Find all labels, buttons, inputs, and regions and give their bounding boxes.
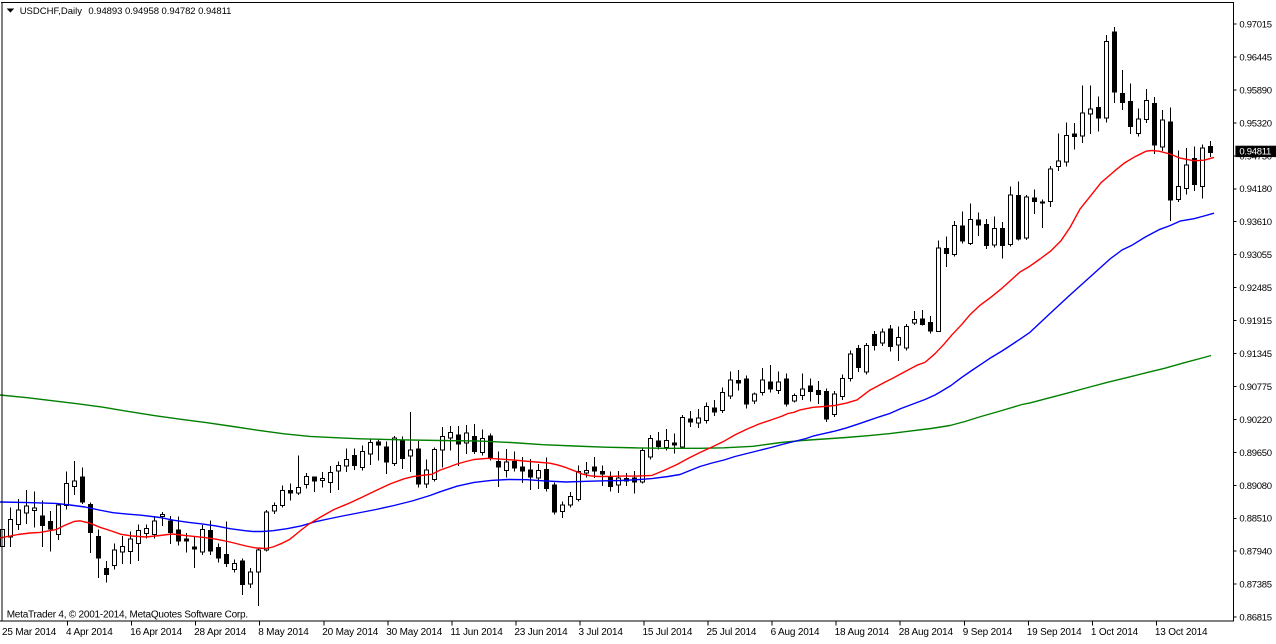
svg-text:3 Jul 2014: 3 Jul 2014 bbox=[578, 627, 623, 638]
svg-text:MetaTrader 4, © 2001-2014, Met: MetaTrader 4, © 2001-2014, MetaQuotes So… bbox=[7, 610, 248, 621]
svg-text:0.90220: 0.90220 bbox=[1239, 415, 1271, 426]
svg-text:0.89080: 0.89080 bbox=[1239, 481, 1271, 492]
svg-text:19 Sep 2014: 19 Sep 2014 bbox=[1027, 627, 1082, 638]
svg-text:0.87385: 0.87385 bbox=[1239, 580, 1271, 591]
svg-text:28 Aug 2014: 28 Aug 2014 bbox=[899, 627, 954, 638]
svg-text:28 Apr 2014: 28 Apr 2014 bbox=[194, 627, 247, 638]
svg-text:8 May 2014: 8 May 2014 bbox=[258, 627, 309, 638]
svg-text:20 May 2014: 20 May 2014 bbox=[322, 627, 378, 638]
svg-text:25 Jul 2014: 25 Jul 2014 bbox=[707, 627, 757, 638]
svg-text:0.94811: 0.94811 bbox=[1239, 147, 1271, 158]
svg-text:15 Jul 2014: 15 Jul 2014 bbox=[643, 627, 693, 638]
svg-text:0.88510: 0.88510 bbox=[1239, 514, 1271, 525]
svg-text:0.93055: 0.93055 bbox=[1239, 250, 1271, 261]
svg-text:9 Sep 2014: 9 Sep 2014 bbox=[963, 627, 1013, 638]
svg-text:18 Aug 2014: 18 Aug 2014 bbox=[835, 627, 890, 638]
svg-text:6 Aug 2014: 6 Aug 2014 bbox=[771, 627, 820, 638]
svg-text:0.91915: 0.91915 bbox=[1239, 316, 1271, 327]
svg-text:16 Apr 2014: 16 Apr 2014 bbox=[130, 627, 183, 638]
svg-text:30 May 2014: 30 May 2014 bbox=[386, 627, 442, 638]
svg-text:0.93610: 0.93610 bbox=[1239, 217, 1271, 228]
svg-text:0.95320: 0.95320 bbox=[1239, 118, 1271, 129]
svg-text:0.90775: 0.90775 bbox=[1239, 382, 1271, 393]
svg-text:USDCHF,Daily: USDCHF,Daily bbox=[20, 6, 83, 17]
svg-text:11 Jun 2014: 11 Jun 2014 bbox=[450, 627, 503, 638]
svg-text:0.94893 0.94958 0.94782 0.9481: 0.94893 0.94958 0.94782 0.94811 bbox=[88, 6, 231, 17]
svg-text:0.97015: 0.97015 bbox=[1239, 19, 1271, 30]
svg-text:0.86815: 0.86815 bbox=[1239, 613, 1271, 624]
svg-text:0.94180: 0.94180 bbox=[1239, 184, 1271, 195]
svg-text:0.91345: 0.91345 bbox=[1239, 349, 1271, 360]
svg-text:25 Mar 2014: 25 Mar 2014 bbox=[2, 627, 57, 638]
svg-text:23 Jun 2014: 23 Jun 2014 bbox=[514, 627, 568, 638]
svg-text:0.87940: 0.87940 bbox=[1239, 547, 1271, 558]
svg-text:1 Oct 2014: 1 Oct 2014 bbox=[1091, 627, 1139, 638]
svg-text:0.89650: 0.89650 bbox=[1239, 448, 1271, 459]
svg-text:13 Oct 2014: 13 Oct 2014 bbox=[1155, 627, 1208, 638]
svg-text:0.95890: 0.95890 bbox=[1239, 85, 1271, 96]
svg-text:0.96445: 0.96445 bbox=[1239, 52, 1271, 63]
svg-text:0.92485: 0.92485 bbox=[1239, 283, 1271, 294]
svg-text:4 Apr 2014: 4 Apr 2014 bbox=[66, 627, 113, 638]
